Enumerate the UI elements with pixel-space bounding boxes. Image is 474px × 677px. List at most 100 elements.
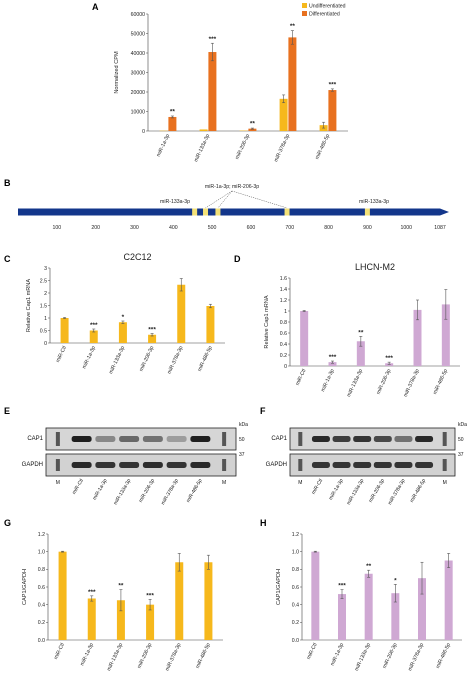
site-label-mir133a-2: miR-133a-3p [359,199,389,205]
site-connector [231,190,288,209]
category-label-g: miR-206-3p [137,642,154,669]
category-label-a: miR-133a-3p [193,133,211,163]
blot-band-gapdh [353,462,372,468]
blot-band-gapdh [142,462,163,468]
chart-g: 0.0 0.2 0.4 0.6 0.8 1.0 1.2 CAP1/GAPDH miR-Ctl **… [22,532,223,672]
y-axis-title-d: Relative Cap1 mRNA [264,295,270,348]
category-label-h: miR-378a-3p [407,642,425,672]
blot-membrane-gapdh [289,453,456,477]
significance-star-a: ** [170,108,176,115]
bar-g [58,551,67,640]
significance-star-c: *** [148,327,156,334]
bar-c [206,306,215,343]
lane-label-marker: M [443,480,447,486]
bar-a-differentiated [208,52,217,131]
blot-membrane-cap1 [289,427,456,451]
blot-label-gapdh: GAPDH [22,462,43,468]
category-label-d: miR-206-3p [376,368,393,395]
blot-marker-37: 37 [239,452,245,458]
category-label-g: miR-133a-3p [106,642,124,672]
category-label-d: miR-Ctl [295,368,308,386]
y-tick-label-h: 0.0 [292,638,299,644]
y-tick-label-d: 1 [284,309,287,315]
blot-label-gapdh: GAPDH [266,462,287,468]
bar-h [391,593,400,640]
mirna-binding-site [284,208,290,216]
lane-label: miR-378a-3p [160,478,180,506]
western-blot-e: CAP1 GAPDH kDa 50 37 M miR-Ctl miR-1a-3p miR-133… [22,422,248,506]
bar-h [364,573,373,640]
panel-letter-b: B [4,178,11,188]
blot-membrane-gapdh [45,453,237,477]
y-tick-label-a: 20000 [131,90,146,96]
blot-band-gapdh [373,462,392,468]
category-label-h: miR-Ctl [306,642,319,660]
blot-marker-37: 37 [458,452,464,458]
y-tick-label-c: 2.5 [40,278,47,284]
transcript-arrow [18,208,449,216]
blot-band-gapdh [394,462,413,468]
mirna-binding-site [203,208,209,216]
category-label-h: miR-206-3p [382,642,399,669]
blot-band-gapdh [119,462,140,468]
y-tick-label-g: 0.4 [38,602,45,608]
y-axis-title-a: Normalized CPM [114,51,120,94]
chart-title-d: LHCN-M2 [355,262,395,272]
position-label: 600 [247,225,256,231]
blot-band-cap1 [332,436,351,442]
y-tick-label-a: 60000 [131,12,146,18]
lane-label: miR-206-3p [138,478,156,504]
y-tick-label-c: 2 [44,291,47,297]
lane-label: miR-Ctl [71,478,85,495]
y-tick-label-h: 1.0 [292,549,299,555]
chart-title-c: C2C12 [123,252,151,262]
blot-band-gapdh [71,462,92,468]
bar-a-undifferentiated [279,98,288,131]
position-label: 1087 [434,225,446,231]
blot-band-cap1 [119,436,140,442]
y-tick-label-g: 0.0 [38,638,45,644]
bar-a-undifferentiated [199,129,208,131]
y-tick-label-g: 0.2 [38,620,45,626]
category-label-h: miR-133a-3p [354,642,372,672]
panel-letter-h: H [260,518,267,528]
category-label-a: miR-1a-3p [156,133,172,158]
blot-band-gapdh [332,462,351,468]
bar-c [60,318,69,343]
category-label-g: miR-378a-3p [164,642,182,672]
y-tick-label-h: 0.2 [292,620,299,626]
blot-marker-band [55,432,60,446]
significance-star-c: *** [90,322,98,329]
bar-a-differentiated [288,37,297,131]
blot-band-cap1 [142,436,163,442]
blot-band-cap1 [95,436,116,442]
y-tick-label-c: 0.5 [40,328,47,334]
bar-g [204,562,213,640]
chart-d: 0 0.2 0.4 0.6 0.8 1 1.2 1.4 1.6 Relative Cap1 mRN… [264,262,460,398]
chart-c: 0 0.5 1 1.5 2 2.5 3 Relative Cap1 mRNA C2C12 miR-… [26,252,225,375]
lane-label: miR-206-3p [368,478,386,504]
y-tick-label-a: 30000 [131,70,146,76]
y-tick-label-d: 1.2 [280,298,287,304]
blot-marker-band [442,459,447,471]
y-axis-title-c: Relative Cap1 mRNA [26,279,32,332]
significance-star-a: *** [209,36,217,43]
blot-band-gapdh [95,462,116,468]
significance-star-d: *** [329,354,337,361]
position-label: 400 [169,225,178,231]
legend-label: Differentiated [309,12,340,18]
y-tick-label-g: 0.8 [38,567,45,573]
significance-star-a: *** [329,81,337,88]
mirna-binding-site [192,208,198,216]
y-tick-label-h: 0.6 [292,585,299,591]
blot-band-gapdh [311,462,330,468]
blot-band-gapdh [166,462,187,468]
position-label: 200 [91,225,100,231]
bar-a-differentiated [168,116,177,131]
y-tick-label-a: 0 [142,129,145,135]
category-label-c: miR-1a-3p [81,345,97,370]
blot-band-cap1 [394,436,413,442]
bar-a-differentiated [328,90,337,131]
category-label-d: miR-486-5p [432,368,449,395]
